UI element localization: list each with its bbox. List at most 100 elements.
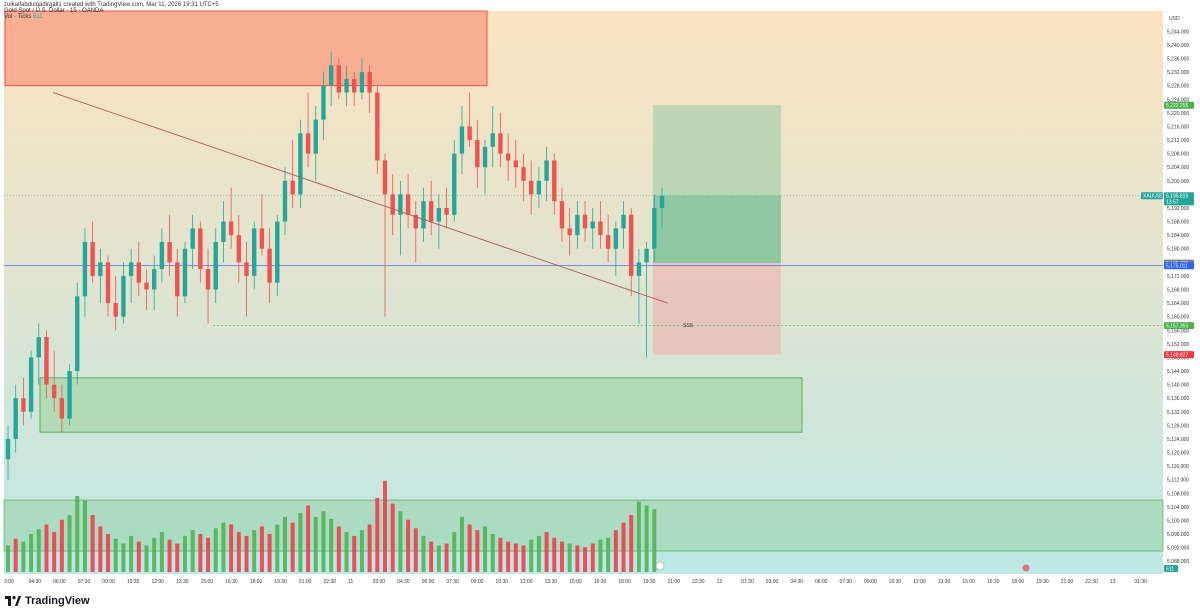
- price-tag[interactable]: [1164, 101, 1194, 109]
- candle-body[interactable]: [436, 207, 442, 222]
- candle-body[interactable]: [605, 235, 611, 249]
- candle-body[interactable]: [298, 133, 303, 195]
- candle-body[interactable]: [213, 241, 218, 290]
- candle-body[interactable]: [621, 214, 626, 229]
- candle-body[interactable]: [67, 371, 72, 419]
- candle-body[interactable]: [398, 194, 403, 215]
- candle-body[interactable]: [221, 221, 226, 242]
- candle-body[interactable]: [136, 262, 141, 283]
- price-chart[interactable]: 5,244.000 5,240.000 5,236.000 5,232.000 5,22…: [0, 0, 1200, 590]
- candle-body[interactable]: [205, 269, 211, 290]
- candle-body[interactable]: [290, 180, 295, 195]
- candle-body[interactable]: [352, 78, 357, 93]
- candle-body[interactable]: [267, 248, 272, 283]
- candle-body[interactable]: [613, 228, 619, 249]
- candle-body[interactable]: [659, 195, 665, 208]
- candle-body[interactable]: [121, 275, 126, 317]
- price-tag[interactable]: [1141, 192, 1163, 200]
- long-position-loss-zone[interactable]: [653, 263, 781, 355]
- candle-body[interactable]: [321, 85, 326, 120]
- candle-body[interactable]: [175, 262, 180, 297]
- tradingview-logo[interactable]: TradingView: [5, 595, 90, 607]
- candle-body[interactable]: [113, 303, 118, 317]
- currency-label[interactable]: USD: [1169, 16, 1180, 22]
- candle-body[interactable]: [259, 228, 265, 249]
- candle-body[interactable]: [644, 248, 649, 263]
- candle-body[interactable]: [198, 228, 203, 270]
- candle-body[interactable]: [28, 357, 34, 412]
- candle-body[interactable]: [452, 153, 457, 215]
- candle-body[interactable]: [582, 214, 588, 229]
- candle-body[interactable]: [590, 221, 595, 229]
- candle-body[interactable]: [182, 248, 188, 297]
- candle-body[interactable]: [405, 194, 411, 215]
- candle-body[interactable]: [282, 180, 288, 222]
- economic-event-flag-icon[interactable]: [1022, 564, 1030, 572]
- candle-body[interactable]: [167, 241, 172, 263]
- candle-body[interactable]: [467, 126, 472, 141]
- symbol-legend[interactable]: Gold Spot / U.S. Dollar · 15 · OANDA: [4, 8, 104, 14]
- candle-body[interactable]: [252, 228, 257, 276]
- candle-body[interactable]: [367, 72, 372, 93]
- replay-icon[interactable]: [655, 561, 665, 571]
- candle-body[interactable]: [390, 194, 395, 215]
- candle-body[interactable]: [382, 160, 388, 195]
- candle-body[interactable]: [275, 221, 280, 283]
- candle-body[interactable]: [559, 201, 565, 229]
- price-tag[interactable]: [1164, 198, 1194, 206]
- price-tag[interactable]: [1164, 192, 1194, 200]
- candle-body[interactable]: [13, 398, 18, 439]
- candle-body[interactable]: [313, 119, 318, 154]
- candle-body[interactable]: [159, 241, 165, 270]
- candle-body[interactable]: [336, 65, 342, 93]
- candle-body[interactable]: [82, 241, 88, 297]
- candle-body[interactable]: [328, 65, 334, 86]
- candle-body[interactable]: [498, 133, 503, 154]
- candle-body[interactable]: [598, 221, 603, 236]
- candle-body[interactable]: [567, 228, 572, 236]
- candle-body[interactable]: [90, 241, 95, 276]
- candle-body[interactable]: [21, 398, 26, 412]
- candle-body[interactable]: [236, 235, 242, 263]
- supply-zone[interactable]: [4, 10, 488, 87]
- candle-body[interactable]: [305, 133, 311, 154]
- price-tag[interactable]: [1164, 322, 1194, 330]
- candle-body[interactable]: [505, 153, 511, 161]
- candle-body[interactable]: [5, 438, 11, 460]
- candle-body[interactable]: [44, 337, 49, 385]
- candle-body[interactable]: [98, 262, 103, 276]
- candle-body[interactable]: [513, 160, 519, 168]
- candle-body[interactable]: [544, 160, 549, 181]
- candle-body[interactable]: [552, 160, 557, 202]
- candle-body[interactable]: [459, 126, 465, 154]
- candle-body[interactable]: [575, 214, 580, 236]
- candle-body[interactable]: [75, 296, 80, 372]
- candle-body[interactable]: [228, 221, 234, 236]
- candle-body[interactable]: [190, 228, 195, 249]
- candle-body[interactable]: [344, 78, 349, 93]
- trendline[interactable]: [53, 92, 668, 304]
- candle-body[interactable]: [144, 282, 149, 290]
- candle-body[interactable]: [413, 214, 418, 229]
- candle-body[interactable]: [636, 262, 642, 276]
- demand-zone[interactable]: [39, 377, 803, 433]
- candle-body[interactable]: [529, 180, 534, 195]
- candle-body[interactable]: [128, 262, 134, 276]
- candle-body[interactable]: [59, 398, 65, 419]
- candle-body[interactable]: [652, 207, 657, 249]
- candle-body[interactable]: [490, 133, 495, 147]
- candle-body[interactable]: [444, 207, 449, 215]
- price-tag[interactable]: [1164, 262, 1194, 270]
- candle-body[interactable]: [244, 262, 249, 276]
- candle-body[interactable]: [36, 337, 41, 358]
- candle-body[interactable]: [151, 269, 157, 290]
- volume-highlight-zone[interactable]: [3, 499, 1164, 552]
- candle-body[interactable]: [536, 180, 542, 195]
- candle-body[interactable]: [428, 201, 434, 222]
- volume-legend[interactable]: Vol · Ticks 611: [4, 14, 219, 20]
- candle-body[interactable]: [629, 214, 634, 276]
- candle-body[interactable]: [475, 140, 480, 168]
- candle-body[interactable]: [482, 146, 488, 168]
- long-position-profit-zone[interactable]: [653, 105, 781, 264]
- candle-body[interactable]: [359, 72, 365, 93]
